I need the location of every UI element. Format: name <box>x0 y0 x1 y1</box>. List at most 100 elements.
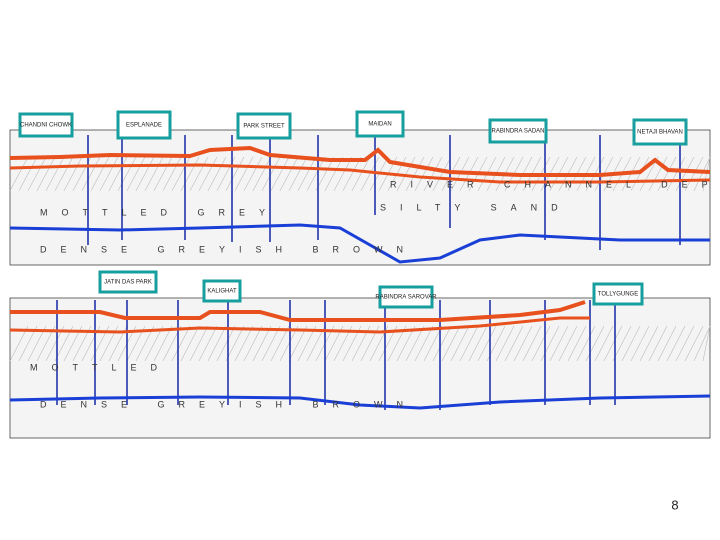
hatch <box>324 156 344 191</box>
hatch <box>423 156 443 191</box>
station-box <box>632 118 688 146</box>
hatch <box>288 325 308 362</box>
hatch <box>198 156 218 191</box>
hatch <box>99 156 119 191</box>
ground-surface <box>10 300 586 322</box>
hatch <box>396 325 416 362</box>
hatch <box>414 156 434 191</box>
hatch <box>702 325 711 362</box>
station-box <box>202 279 242 303</box>
hatch <box>540 325 560 362</box>
station-label: JATIN DAS PARK <box>104 280 152 286</box>
hatch <box>693 156 711 191</box>
hatch <box>594 325 614 362</box>
hatch <box>432 156 452 191</box>
hatch <box>675 156 695 191</box>
station-box <box>355 110 405 138</box>
stratum-base <box>9 223 710 264</box>
hatch <box>162 156 182 191</box>
station-label: CHANDNI CHOWK <box>20 123 72 129</box>
stratum-base <box>9 394 711 410</box>
hatch <box>495 325 515 362</box>
hatch <box>36 156 56 191</box>
hatch <box>342 156 362 191</box>
hatch <box>549 325 569 362</box>
ground-surface-lower <box>9 316 590 334</box>
station-box <box>98 270 158 294</box>
hatch <box>252 156 272 191</box>
station-label: ESPLANADE <box>126 123 162 129</box>
hatch <box>441 325 461 362</box>
hatch <box>522 325 542 362</box>
hatch <box>666 156 686 191</box>
hatch <box>666 325 686 362</box>
page-number: 8 <box>671 497 678 512</box>
hatch <box>297 156 317 191</box>
layer-label: SILTY SAND <box>380 202 572 212</box>
layer-label: MOTTLED <box>30 362 171 372</box>
hatch <box>261 325 281 362</box>
hatch <box>90 156 110 191</box>
hatch <box>234 156 254 191</box>
section-frame <box>9 129 711 266</box>
hatch <box>171 325 191 362</box>
hatch <box>414 325 434 362</box>
hatch <box>279 325 299 362</box>
hatch <box>243 325 263 362</box>
hatch <box>459 325 479 362</box>
station-box <box>18 112 74 138</box>
hatch <box>108 156 128 191</box>
hatch <box>621 325 641 362</box>
hatch <box>279 156 299 191</box>
hatch <box>180 156 200 191</box>
hatch <box>351 156 371 191</box>
hatch <box>477 325 497 362</box>
station-label: RABINDRA SAROVAR <box>375 295 437 301</box>
hatch <box>288 156 308 191</box>
hatch <box>675 325 695 362</box>
hatch <box>468 325 488 362</box>
hatch <box>171 156 191 191</box>
station-box <box>116 110 172 140</box>
hatch <box>207 156 227 191</box>
hatch <box>603 325 623 362</box>
hatch <box>261 156 281 191</box>
layer-label: MOTTLED GREY <box>40 207 279 217</box>
hatch <box>225 325 245 362</box>
hatch <box>630 325 650 362</box>
hatch <box>567 325 587 362</box>
hatch <box>225 156 245 191</box>
hatch <box>144 156 164 191</box>
station-label: TOLLYGUNGE <box>598 292 638 298</box>
hatch <box>135 156 155 191</box>
hatch <box>126 156 146 191</box>
hatch <box>423 325 443 362</box>
hatch <box>243 156 263 191</box>
hatch <box>9 156 29 191</box>
hatch <box>117 156 137 191</box>
hatch <box>576 325 596 362</box>
hatch <box>396 156 416 191</box>
hatch <box>639 325 659 362</box>
hatch <box>306 156 326 191</box>
hatch <box>270 325 290 362</box>
hatch <box>153 156 173 191</box>
hatch <box>252 325 272 362</box>
station-box <box>236 112 292 140</box>
hatch <box>504 325 524 362</box>
ground-surface <box>9 145 711 177</box>
hatch <box>612 325 632 362</box>
hatch <box>333 156 353 191</box>
hatch <box>639 156 659 191</box>
ground-surface-lower <box>9 163 711 184</box>
station-label: NETAJI BHAVAN <box>637 130 683 136</box>
hatch <box>693 325 711 362</box>
layer-label: DENSE GREYISH BROWN <box>40 399 417 409</box>
hatch <box>153 325 173 362</box>
hatch <box>684 156 704 191</box>
station-box <box>378 285 434 309</box>
hatch <box>216 325 236 362</box>
hatch <box>702 156 711 191</box>
